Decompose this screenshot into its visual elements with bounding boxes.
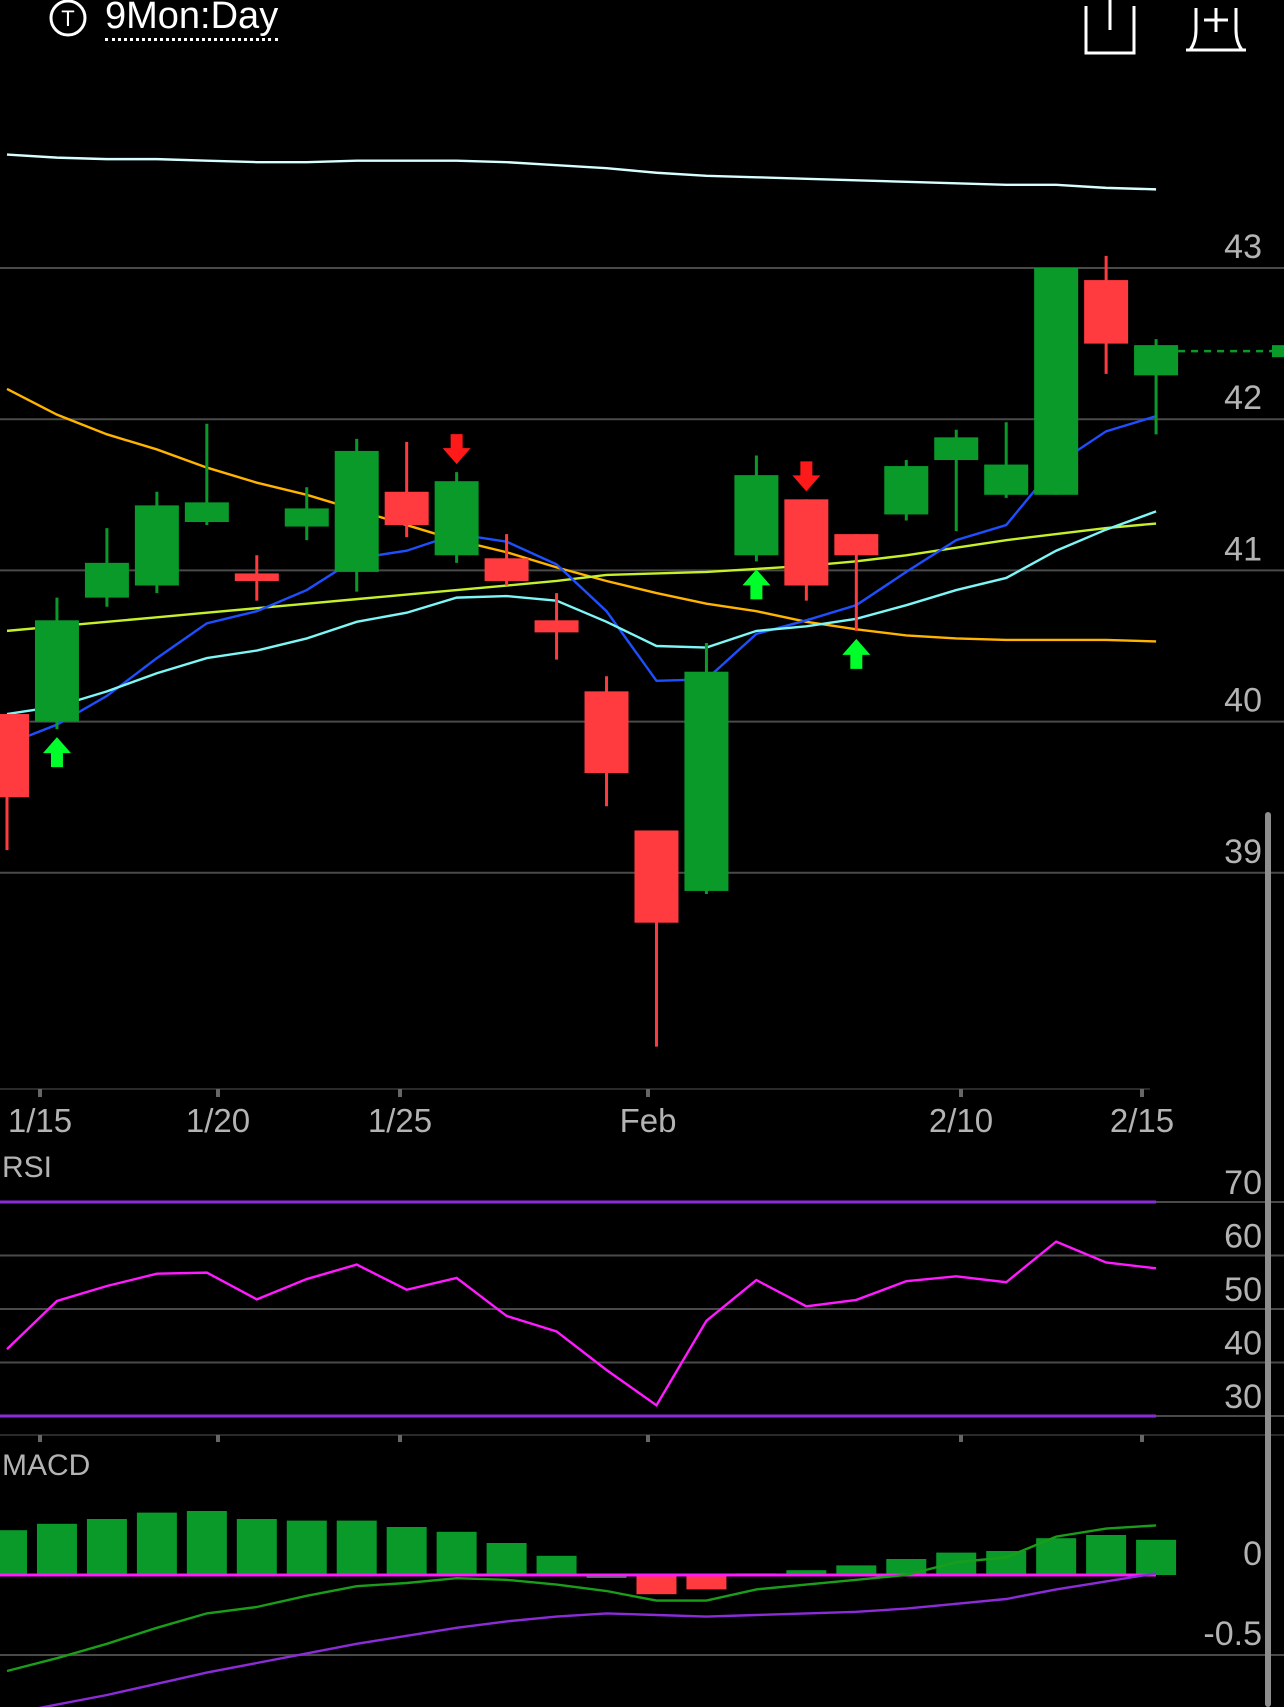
candle-body <box>534 620 579 633</box>
candle-body <box>584 691 629 774</box>
buy-signal-arrow <box>42 737 71 768</box>
macd-histogram-bar <box>486 1543 527 1575</box>
macd-histogram-bar <box>436 1531 477 1575</box>
rsi-title: RSI <box>2 1151 52 1184</box>
badge-letter: T <box>61 6 74 31</box>
macd-histogram-bar <box>136 1512 177 1575</box>
timeframe-selector[interactable]: 9Mon:Day <box>105 0 279 41</box>
macd-line <box>6 1524 1157 1673</box>
price-axis-label: 43 <box>1224 228 1262 266</box>
buy-signal-arrow <box>842 638 871 669</box>
macd-histogram-bar <box>936 1552 977 1575</box>
rsi-axis-label: 40 <box>1224 1325 1262 1363</box>
macd-histogram-bar <box>236 1519 277 1575</box>
macd-histogram-bar <box>536 1555 577 1575</box>
rsi-axis-label: 70 <box>1224 1164 1262 1202</box>
x-axis-label: 1/25 <box>368 1102 432 1139</box>
candle-body <box>1034 268 1079 495</box>
ma-line-sma_slow <box>6 153 1157 191</box>
macd-histogram-bar <box>836 1565 877 1575</box>
macd-histogram-bar <box>336 1520 377 1575</box>
candle-body <box>984 464 1029 495</box>
candle-body <box>634 830 679 923</box>
macd-histogram-bar <box>1086 1535 1127 1575</box>
macd-histogram-bar <box>186 1511 227 1575</box>
macd-signal-line <box>38 1572 1157 1707</box>
candle-body <box>134 505 179 586</box>
rsi-axis-label: 60 <box>1224 1218 1262 1256</box>
share-icon[interactable] <box>1078 0 1138 60</box>
rsi-axis-label: 50 <box>1224 1271 1262 1309</box>
price-axis-label: 40 <box>1224 682 1262 720</box>
macd-axis-label: 0 <box>1243 1535 1262 1573</box>
macd-histogram-bar <box>0 1530 27 1575</box>
macd-histogram-bar <box>1036 1538 1077 1575</box>
x-axis-label: 2/15 <box>1110 1102 1174 1139</box>
macd-histogram-bar <box>636 1575 677 1595</box>
price-axis-label: 42 <box>1224 379 1262 417</box>
candle-body <box>1084 280 1129 344</box>
macd-histogram-bar <box>686 1575 727 1590</box>
chart-header: T 9Mon:Day <box>0 0 1284 60</box>
macd-axis-label: -0.5 <box>1203 1615 1262 1653</box>
macd-histogram-bar <box>386 1527 427 1575</box>
candle-body <box>784 499 829 586</box>
macd-histogram-bar <box>986 1551 1027 1575</box>
candle-body <box>234 573 279 581</box>
bell-plus-icon[interactable] <box>1182 0 1246 60</box>
candle-body <box>884 466 929 515</box>
x-axis-label: 2/10 <box>929 1102 993 1139</box>
sell-signal-arrow <box>442 434 471 465</box>
ma-line-ma_blue <box>6 415 1157 746</box>
rsi-line <box>6 1240 1157 1408</box>
x-axis-label: Feb <box>620 1102 677 1139</box>
current-price-marker <box>1272 345 1284 358</box>
macd-histogram-bar <box>36 1523 77 1575</box>
candle-body <box>184 502 229 523</box>
macd-histogram-bar <box>786 1570 827 1575</box>
ma-line-ma_cyan <box>6 510 1157 716</box>
x-axis-label: 1/15 <box>8 1102 72 1139</box>
ma-line-ma_orange <box>6 387 1157 643</box>
candle-body <box>684 671 729 891</box>
candle-body <box>284 508 329 527</box>
macd-histogram-bar <box>286 1520 327 1575</box>
sell-signal-arrow <box>792 461 821 492</box>
candle-body <box>34 620 79 722</box>
vertical-scrollbar[interactable] <box>1265 812 1271 1707</box>
buy-signal-arrow <box>742 569 771 600</box>
macd-histogram-bar <box>86 1519 127 1575</box>
candle-body <box>384 491 429 526</box>
candle-body <box>434 481 479 556</box>
x-axis-label: 1/20 <box>186 1102 250 1139</box>
ma-line-ma_lime <box>6 522 1157 633</box>
candle-body <box>84 562 129 598</box>
macd-histogram-bar <box>886 1559 927 1575</box>
candle-body <box>934 437 979 461</box>
candle-body <box>834 534 879 556</box>
macd-title: MACD <box>2 1449 90 1482</box>
rsi-axis-label: 30 <box>1224 1378 1262 1416</box>
macd-histogram-bar <box>1136 1539 1177 1575</box>
candle-body <box>1134 345 1179 376</box>
ticker-type-badge[interactable]: T <box>48 0 88 38</box>
price-axis-label: 39 <box>1224 833 1262 871</box>
candle-body <box>334 450 379 572</box>
candle-body <box>0 714 29 798</box>
price-axis-label: 41 <box>1224 530 1262 568</box>
candle-body <box>484 558 529 581</box>
candle-body <box>734 475 779 556</box>
